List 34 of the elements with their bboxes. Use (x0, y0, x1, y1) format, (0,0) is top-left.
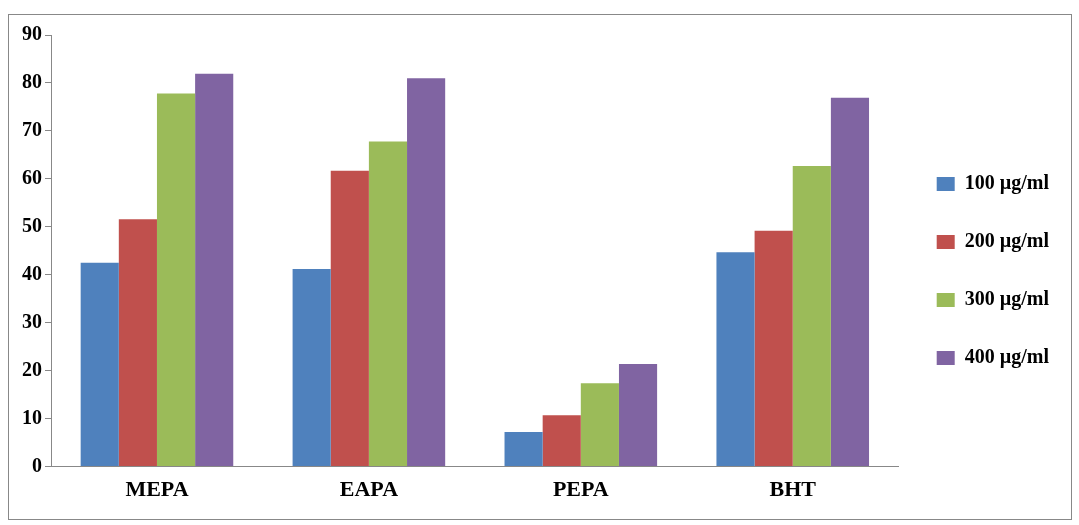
y-tick-label: 0 (32, 453, 42, 476)
y-tick-label: 90 (22, 22, 42, 45)
bar (118, 219, 157, 467)
bar (80, 262, 119, 467)
y-tick-label: 40 (22, 261, 42, 284)
legend-label: 300 µg/ml (964, 287, 1050, 311)
bar (195, 73, 234, 467)
bar (618, 363, 658, 467)
y-tick-label: 80 (22, 70, 42, 93)
x-tick-label: EAPA (339, 476, 399, 502)
bar (542, 415, 581, 467)
bar (792, 165, 831, 467)
y-tick-label: 20 (22, 357, 42, 380)
bar (292, 269, 331, 467)
bar (580, 383, 619, 467)
x-tick-label: PEPA (552, 476, 609, 502)
y-tick-label: 70 (22, 118, 42, 141)
legend-label: 400 µg/ml (964, 345, 1050, 369)
legend-label: 100 µg/ml (964, 171, 1050, 195)
bar (754, 230, 793, 467)
x-tick-label: BHT (769, 476, 817, 502)
bar (368, 141, 408, 467)
x-tick-label: MEPA (125, 476, 189, 502)
y-tick-label: 30 (22, 309, 42, 332)
bar (504, 432, 543, 467)
y-tick-label: 50 (22, 213, 42, 236)
bar (716, 252, 755, 467)
y-tick-label: 60 (22, 166, 42, 189)
legend-label: 200 µg/ml (964, 229, 1050, 253)
bar (156, 93, 196, 467)
bar (407, 78, 446, 467)
bar (830, 97, 870, 467)
y-tick-label: 10 (22, 405, 42, 428)
bar (330, 170, 369, 467)
